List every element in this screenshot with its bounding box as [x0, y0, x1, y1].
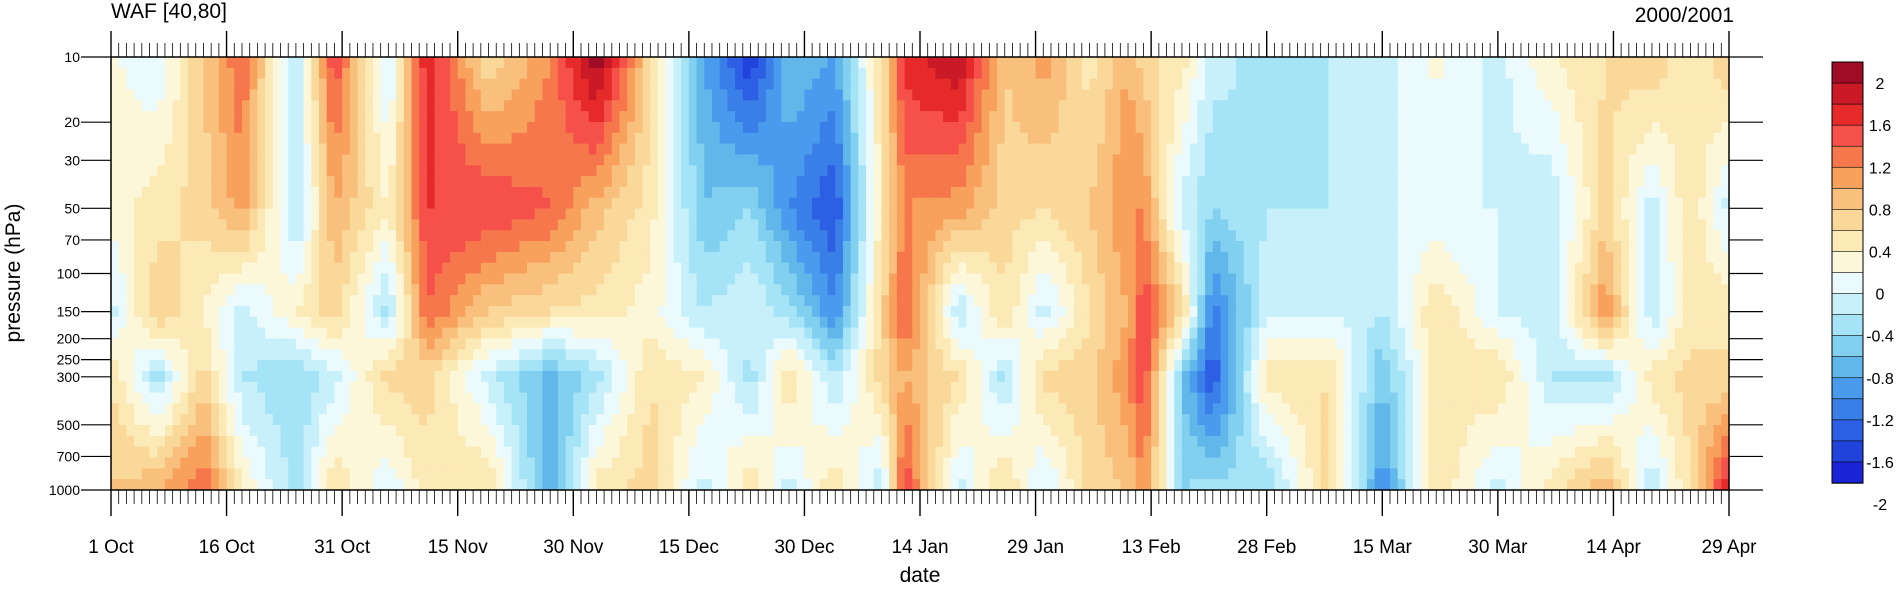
colorbar-label: 1.2	[1869, 160, 1891, 177]
colorbar-label: 2	[1876, 76, 1885, 93]
x-tick-label: 16 Oct	[199, 537, 256, 558]
x-tick-label: 15 Dec	[659, 537, 719, 558]
colorbar-label: 0	[1876, 287, 1885, 304]
colorbar-swatch	[1831, 251, 1864, 274]
x-tick-label: 14 Apr	[1586, 537, 1642, 558]
colorbar-swatch	[1831, 293, 1864, 316]
y-tick-label: 700	[57, 448, 81, 464]
colorbar-swatch	[1831, 145, 1864, 168]
colorbar-swatch	[1831, 188, 1864, 211]
x-tick-label: 15 Nov	[428, 537, 489, 558]
colorbar-swatch	[1831, 103, 1864, 126]
y-tick-label: 30	[64, 152, 80, 168]
y-tick-label: 500	[57, 417, 81, 433]
colorbar-swatch	[1831, 124, 1864, 147]
colorbar-swatch	[1831, 440, 1864, 463]
x-tick-label: 1 Oct	[88, 537, 134, 558]
x-tick-label: 30 Mar	[1468, 537, 1528, 558]
colorbar-swatch	[1831, 230, 1864, 253]
y-tick-label: 50	[64, 200, 80, 216]
colorbar-swatch	[1831, 272, 1864, 295]
colorbar-label: -0.4	[1866, 329, 1894, 346]
chart-subtitle: 2000/2001	[1635, 4, 1734, 27]
y-tick-label: 150	[57, 304, 81, 320]
y-tick-label: 250	[57, 352, 81, 368]
colorbar-swatch	[1831, 314, 1864, 337]
bottom-minor-ticks	[110, 490, 1730, 504]
x-axis-label: date	[900, 564, 941, 587]
x-tick-label: 13 Feb	[1122, 537, 1181, 558]
top-minor-ticks	[110, 43, 1730, 57]
colorbar-label: 1.6	[1869, 118, 1891, 135]
colorbar-label: 0.8	[1869, 202, 1891, 219]
y-tick-label: 70	[64, 232, 80, 248]
x-tick-label: 15 Mar	[1353, 537, 1413, 558]
colorbar-swatch	[1831, 356, 1864, 379]
x-tick-label: 31 Oct	[314, 537, 371, 558]
colorbar-label: -1.2	[1866, 413, 1894, 430]
y-tick-label: 100	[57, 266, 81, 282]
chart-title: WAF [40,80]	[111, 0, 227, 23]
x-tick-label: 28 Feb	[1237, 537, 1296, 558]
y-axis-label: pressure (hPa)	[2, 204, 25, 343]
y-tick-label: 20	[64, 114, 80, 130]
colorbar-label: -0.8	[1866, 371, 1894, 388]
contour-field	[111, 57, 1730, 491]
y-tick-label: 10	[64, 49, 80, 65]
x-tick-label: 30 Dec	[774, 537, 834, 558]
x-tick-label: 14 Jan	[891, 537, 948, 558]
colorbar-label: -1.6	[1866, 455, 1894, 472]
colorbar-swatch	[1831, 166, 1864, 190]
colorbar-swatch	[1831, 461, 1864, 484]
colorbar-swatch	[1831, 61, 1864, 84]
colorbar-label: -2	[1873, 497, 1887, 514]
colorbar-swatch	[1831, 335, 1864, 358]
colorbar: 2 1.6 1.2 0.8 0.4 0 -0.4 -0.8 -1.2 -1.6 -2	[1831, 61, 1894, 514]
colorbar-swatch	[1831, 398, 1864, 421]
colorbar-swatch	[1831, 209, 1864, 232]
x-tick-label: 29 Jan	[1007, 537, 1064, 558]
x-tick-label: 29 Apr	[1702, 537, 1758, 558]
colorbar-swatch	[1831, 419, 1864, 442]
plot-frame	[110, 56, 1730, 491]
y-tick-label: 1000	[49, 482, 80, 498]
x-axis: 1 Oct 16 Oct 31 Oct 15 Nov 30 Nov 15 Dec 30 De…	[88, 31, 1757, 558]
y-tick-label: 200	[57, 331, 81, 347]
colorbar-label: 0.4	[1869, 244, 1891, 261]
colorbar-swatch	[1831, 377, 1864, 400]
x-tick-label: 30 Nov	[543, 537, 604, 558]
colorbar-swatch	[1831, 82, 1864, 105]
y-tick-label: 300	[57, 369, 81, 385]
